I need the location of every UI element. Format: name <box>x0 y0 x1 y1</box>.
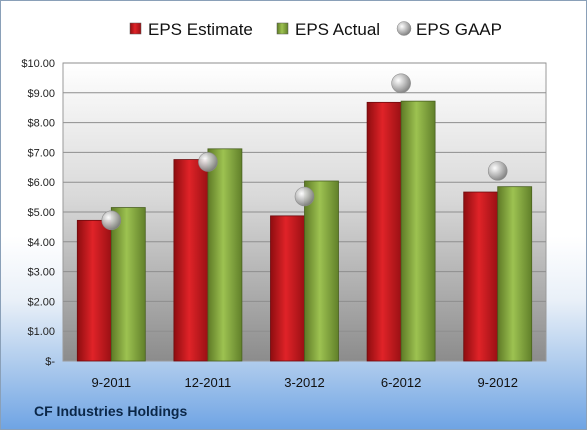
legend-item-eps-estimate: EPS Estimate <box>148 20 253 39</box>
eps-estimate-bar <box>366 101 402 362</box>
y-tick-label: $6.00 <box>27 177 55 189</box>
eps-actual-bar <box>400 100 436 362</box>
y-tick-label: $7.00 <box>27 147 55 159</box>
y-tick-label: $8.00 <box>27 118 55 130</box>
eps-gaap-marker <box>391 73 411 94</box>
x-tick-label: 6-2012 <box>381 375 421 390</box>
y-tick-label: $5.00 <box>27 207 55 219</box>
eps-actual-bar <box>110 207 146 362</box>
x-axis-ticks: 9-2011 12-2011 3-2012 6-2012 9-2012 <box>92 375 518 390</box>
legend-item-eps-actual: EPS Actual <box>295 20 380 39</box>
gaap-markers <box>101 73 508 231</box>
bars <box>76 100 533 362</box>
eps-estimate-bar <box>270 215 305 362</box>
y-tick-label: $- <box>45 356 55 368</box>
eps-gaap-marker <box>294 186 315 207</box>
legend-swatch <box>396 21 412 36</box>
company-name: CF Industries Holdings <box>34 403 188 419</box>
eps-actual-bar <box>304 180 339 362</box>
y-tick-label: $10.00 <box>21 58 55 70</box>
y-tick-label: $1.00 <box>27 326 55 338</box>
x-tick-label: 9-2012 <box>477 375 517 390</box>
eps-estimate-bar <box>173 159 209 362</box>
y-tick-label: $4.00 <box>27 237 55 249</box>
eps-estimate-bar <box>76 219 112 362</box>
x-tick-label: 9-2011 <box>92 375 132 390</box>
eps-gaap-marker <box>198 152 218 172</box>
x-tick-label: 3-2012 <box>284 375 324 390</box>
eps-gaap-marker <box>101 210 122 231</box>
y-tick-label: $3.00 <box>27 267 55 279</box>
y-tick-label: $2.00 <box>27 296 55 308</box>
eps-gaap-marker <box>487 161 508 181</box>
legend-item-eps-gaap: EPS GAAP <box>416 20 502 39</box>
eps-actual-bar <box>497 186 533 362</box>
y-tick-label: $9.00 <box>27 88 55 100</box>
legend-swatch <box>276 22 289 35</box>
x-tick-label: 12-2011 <box>185 375 232 390</box>
y-axis-ticks: $- $1.00 $2.00 $3.00 $4.00 $5.00 $6.00 $7.00 $8.… <box>21 58 55 368</box>
legend-swatch <box>129 22 142 35</box>
eps-actual-bar <box>207 148 243 362</box>
legend: EPS Estimate EPS Actual EPS GAAP <box>129 20 502 39</box>
eps-estimate-bar <box>463 191 499 362</box>
